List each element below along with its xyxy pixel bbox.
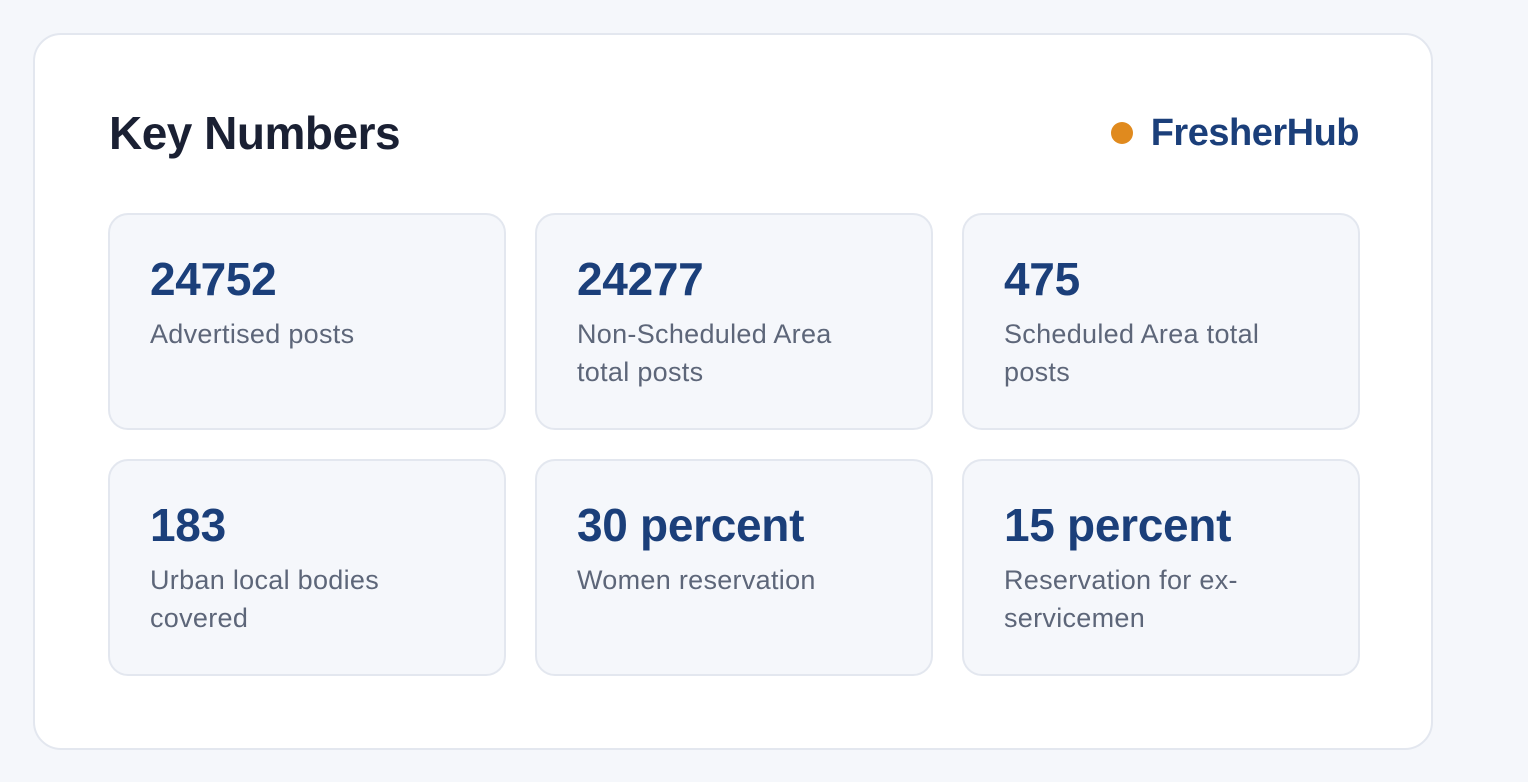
stats-grid: 24752 Advertised posts 24277 Non-Scheduled … bbox=[108, 213, 1360, 676]
stat-label: Urban local bodies covered bbox=[150, 565, 380, 633]
stat-value: 475 bbox=[1004, 253, 1080, 305]
stat-value: 24752 bbox=[150, 253, 277, 305]
key-numbers-card: Key Numbers FresherHub 24752 Advertised p… bbox=[33, 33, 1433, 750]
stat-value: 15 percent bbox=[1004, 499, 1232, 551]
card-header: Key Numbers FresherHub bbox=[109, 105, 1360, 161]
brand: FresherHub bbox=[1110, 111, 1360, 155]
brand-name: FresherHub bbox=[1150, 111, 1360, 154]
stat-tile: 475 Scheduled Area total posts bbox=[962, 213, 1360, 430]
stat-label: Non-Scheduled Area total posts bbox=[577, 319, 832, 387]
stat-value: 183 bbox=[150, 499, 226, 551]
stat-tile: 15 percent Reservation for ex-servicemen bbox=[962, 459, 1360, 676]
stat-tile: 24752 Advertised posts bbox=[108, 213, 506, 430]
stat-tile: 30 percent Women reservation bbox=[535, 459, 933, 676]
stat-label: Scheduled Area total posts bbox=[1004, 319, 1260, 387]
stat-label: Advertised posts bbox=[150, 319, 355, 349]
stat-tile: 183 Urban local bodies covered bbox=[108, 459, 506, 676]
stat-value: 24277 bbox=[577, 253, 704, 305]
card-title: Key Numbers bbox=[109, 107, 401, 159]
stat-value: 30 percent bbox=[577, 499, 805, 551]
stat-label: Women reservation bbox=[577, 565, 816, 595]
stat-tile: 24277 Non-Scheduled Area total posts bbox=[535, 213, 933, 430]
stat-label: Reservation for ex-servicemen bbox=[1004, 565, 1238, 633]
brand-dot bbox=[1110, 122, 1133, 144]
